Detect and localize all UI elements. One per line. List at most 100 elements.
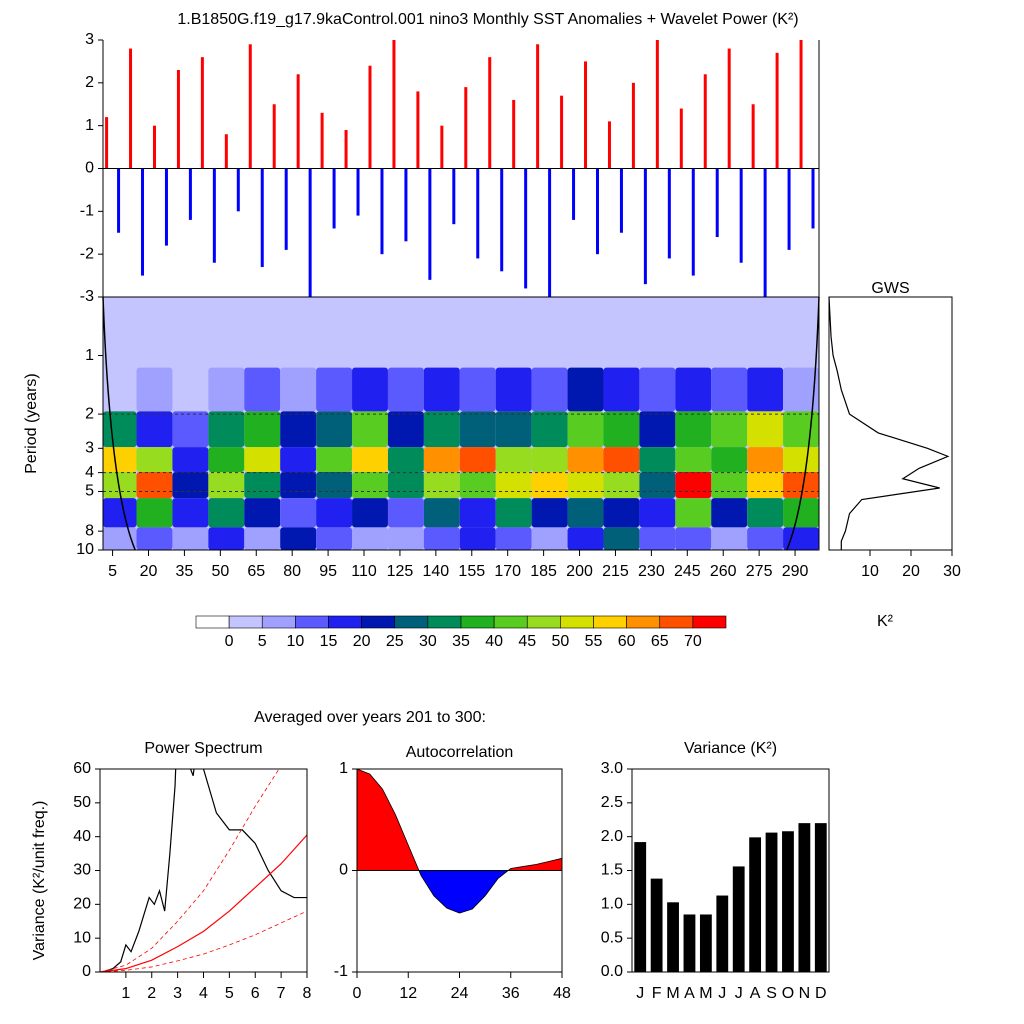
heatmap-cell <box>387 411 424 448</box>
anomaly-bar <box>224 134 228 169</box>
heatmap-cell <box>352 411 388 448</box>
anomaly-bar <box>560 95 564 169</box>
x-tick-label: 1 <box>121 985 130 1002</box>
anomaly-bar <box>715 168 719 238</box>
x-tick-label: 4 <box>199 985 208 1002</box>
heatmap-cell <box>567 447 604 472</box>
y-tick-label: 3 <box>85 31 94 48</box>
heatmap-cell <box>423 498 460 528</box>
heatmap-cell <box>567 527 604 550</box>
y-tick-label: -2 <box>80 245 94 262</box>
x-tick-label: 230 <box>638 563 665 580</box>
heatmap-cell <box>675 471 712 499</box>
heatmap-cell <box>352 367 388 412</box>
x-tick-label: J <box>718 985 726 1002</box>
heatmap-cell <box>531 527 568 550</box>
heatmap-cell <box>495 471 532 499</box>
colorbar-label: 20 <box>353 633 371 650</box>
colorbar-label: 10 <box>286 633 304 650</box>
y-tick-label: 0 <box>85 160 94 177</box>
anomaly-bar <box>129 48 133 169</box>
heatmap-cell <box>316 471 353 499</box>
colorbar-box <box>228 615 263 629</box>
heatmap-cell <box>711 527 748 550</box>
x-tick-label: 2 <box>147 985 156 1002</box>
bar <box>749 837 762 972</box>
anomaly-bar <box>308 168 312 297</box>
colorbar-box <box>460 615 495 629</box>
heatmap-cell <box>423 527 460 550</box>
heatmap-cell <box>136 471 173 499</box>
heatmap-cell <box>711 367 748 412</box>
heatmap-cell <box>711 471 748 499</box>
heatmap-cell <box>675 447 712 472</box>
heatmap-cell <box>208 498 245 528</box>
x-tick-label: 95 <box>319 563 337 580</box>
y-tick-label: 8 <box>85 522 94 539</box>
anomaly-bar <box>727 48 731 169</box>
colorbar-box <box>692 615 727 629</box>
heatmap-cell <box>603 411 640 448</box>
heatmap-cell <box>244 471 281 499</box>
anomaly-bar <box>105 117 109 169</box>
colorbar-box <box>361 615 396 629</box>
anomaly-bar <box>703 74 707 169</box>
colorbar-box <box>526 615 561 629</box>
heatmap-cell <box>172 498 209 528</box>
colorbar-label: 50 <box>551 633 569 650</box>
x-tick-label: 3 <box>173 985 182 1002</box>
chart-title: Power Spectrum <box>144 740 262 757</box>
bar <box>782 831 794 972</box>
x-tick-label: 36 <box>502 985 520 1002</box>
anomaly-bar <box>512 99 516 169</box>
colorbar-box <box>328 615 362 629</box>
heatmap-cell <box>531 498 568 528</box>
heatmap-cell <box>747 471 784 499</box>
colorbar-label: 25 <box>386 633 404 650</box>
y-tick-label: 60 <box>73 760 91 777</box>
y-tick-label: 2.5 <box>601 794 623 811</box>
bar <box>798 823 811 972</box>
x-tick-label: 245 <box>674 563 701 580</box>
heatmap-cell <box>747 447 784 472</box>
y-tick-label: 3 <box>85 440 94 457</box>
anomaly-bar <box>200 57 204 169</box>
heatmap-cell <box>423 471 460 499</box>
anomaly-bar <box>284 168 288 250</box>
y-tick-label: 50 <box>73 794 91 811</box>
colorbar-box <box>593 615 627 629</box>
heatmap-cell <box>639 447 676 472</box>
heatmap-cell <box>244 367 281 412</box>
heatmap-cell <box>675 498 712 528</box>
y-tick-label: 4 <box>85 464 94 481</box>
heatmap-cell <box>603 367 640 412</box>
heatmap-cell <box>459 411 496 448</box>
x-tick-label: 12 <box>399 985 417 1002</box>
bar <box>699 914 712 972</box>
colorbar-label: 15 <box>320 633 338 650</box>
heatmap-cell <box>783 447 819 472</box>
heatmap-cell <box>387 498 424 528</box>
section-title: Averaged over years 201 to 300: <box>254 709 486 726</box>
negative-area <box>357 870 562 914</box>
y-tick-label: -1 <box>334 963 348 980</box>
x-tick-label: 20 <box>902 563 920 580</box>
heatmap-cell <box>352 447 388 472</box>
heatmap-cell <box>280 411 317 448</box>
chart-title: Autocorrelation <box>406 744 514 761</box>
anomaly-bar <box>787 168 791 250</box>
heatmap-cell <box>423 367 460 412</box>
bar <box>634 842 647 972</box>
colorbar-box <box>427 615 462 629</box>
cone-of-influence <box>786 296 820 551</box>
cone-of-influence <box>102 296 136 551</box>
heatmap-cell <box>711 447 748 472</box>
heatmap-cell <box>316 367 353 412</box>
colorbar-label: 70 <box>684 633 702 650</box>
heatmap-cell <box>567 498 604 528</box>
x-tick-label: A <box>684 985 695 1002</box>
colorbar-box <box>261 615 296 629</box>
y-tick-label: 1 <box>85 117 94 134</box>
heatmap-cell <box>280 471 317 499</box>
